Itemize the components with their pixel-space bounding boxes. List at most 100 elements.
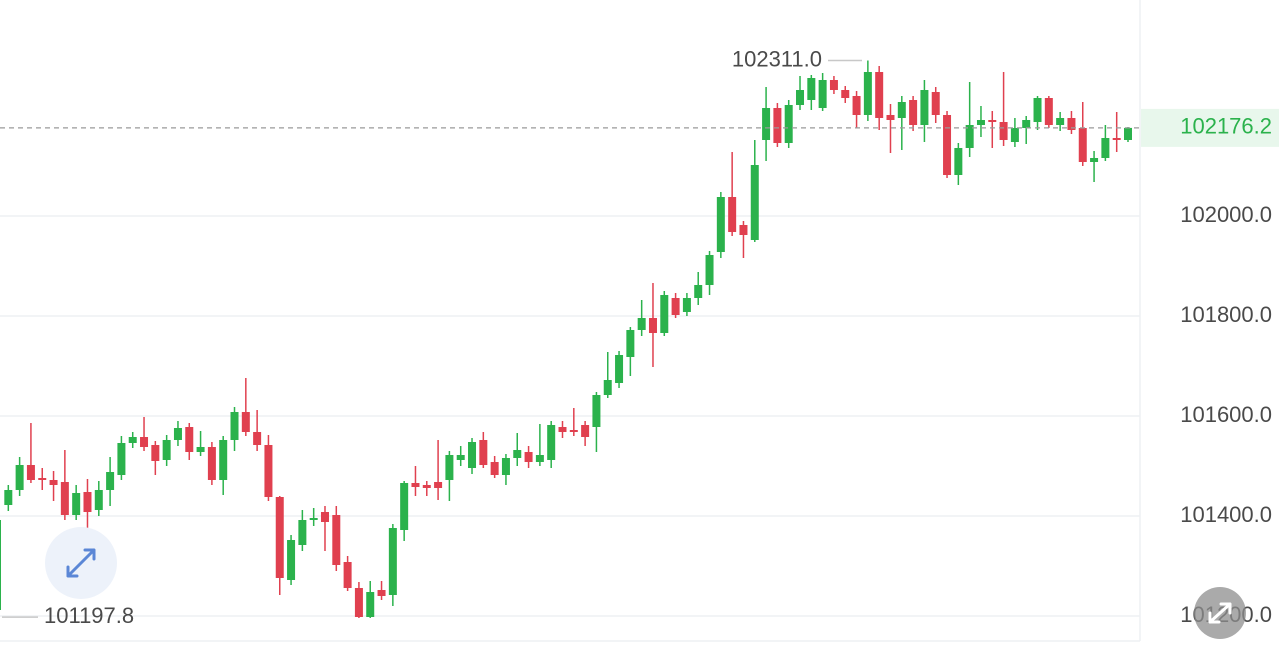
candle-body bbox=[1124, 127, 1132, 140]
candle-body bbox=[366, 592, 375, 617]
candle-body bbox=[671, 298, 680, 315]
candle-body bbox=[829, 80, 838, 90]
candle-body bbox=[682, 298, 691, 312]
candle-body bbox=[716, 197, 725, 252]
candle-body bbox=[140, 437, 149, 447]
candle-body bbox=[931, 92, 940, 115]
candle-body bbox=[241, 412, 250, 432]
candle-body bbox=[863, 72, 872, 115]
candle-body bbox=[1010, 128, 1019, 142]
candle-body bbox=[60, 482, 69, 515]
candle-body bbox=[920, 90, 929, 125]
y-tick-label: 101600.0 bbox=[1180, 402, 1272, 427]
candle-body bbox=[581, 425, 590, 437]
candle-body bbox=[897, 102, 906, 118]
scroll-button[interactable] bbox=[1194, 587, 1246, 639]
candle-body bbox=[796, 90, 805, 105]
last-price-badge bbox=[1141, 108, 1279, 147]
y-tick-label: 101800.0 bbox=[1180, 302, 1272, 327]
candle-body bbox=[1044, 98, 1053, 125]
candle-body bbox=[999, 122, 1008, 140]
candle-body bbox=[1112, 138, 1121, 140]
candle-body bbox=[196, 447, 205, 452]
candle-body bbox=[219, 440, 228, 480]
candle-body bbox=[807, 78, 816, 100]
candle-body bbox=[818, 80, 827, 108]
candle-body bbox=[513, 450, 522, 458]
candle-body bbox=[909, 100, 918, 125]
candle-body bbox=[852, 96, 861, 115]
min-label: 101197.8 bbox=[44, 603, 134, 628]
y-tick-label: 101400.0 bbox=[1180, 502, 1272, 527]
candle-body bbox=[490, 462, 499, 475]
candle-body bbox=[72, 493, 81, 515]
candle-body bbox=[253, 432, 262, 445]
candle-body bbox=[1090, 158, 1099, 162]
candle-body bbox=[38, 478, 47, 480]
candles bbox=[0, 60, 1132, 618]
last-price-label: 102176.2 bbox=[1180, 114, 1272, 139]
candle-body bbox=[275, 497, 284, 578]
candle-body bbox=[773, 108, 782, 143]
candle-body bbox=[49, 480, 58, 485]
candle-body bbox=[422, 485, 431, 488]
candle-body bbox=[128, 437, 137, 443]
expand-icon[interactable] bbox=[66, 548, 96, 578]
candle-body bbox=[445, 455, 454, 480]
candle-body bbox=[15, 465, 24, 490]
candle-body bbox=[524, 452, 533, 462]
candle-body bbox=[501, 458, 510, 475]
scroll-icon[interactable] bbox=[1208, 602, 1232, 624]
candle-body bbox=[4, 490, 13, 505]
candle-body bbox=[943, 115, 952, 175]
candle-body bbox=[479, 440, 488, 465]
candle-body bbox=[1078, 128, 1087, 162]
candle-body bbox=[400, 483, 409, 530]
candle-body bbox=[162, 440, 171, 460]
candle-body bbox=[83, 492, 92, 512]
candle-body bbox=[264, 445, 273, 497]
candle-body bbox=[388, 528, 397, 595]
candle-body bbox=[841, 90, 850, 98]
candle-body bbox=[739, 225, 748, 235]
candle-body bbox=[965, 125, 974, 148]
candle-body bbox=[1101, 138, 1110, 158]
candle-body bbox=[660, 295, 669, 333]
candle-body bbox=[434, 482, 443, 488]
candle-body bbox=[535, 455, 544, 462]
candle-body bbox=[988, 120, 997, 122]
candle-body bbox=[151, 445, 160, 461]
candle-body bbox=[1022, 120, 1031, 128]
candle-body bbox=[377, 590, 386, 596]
candle-body bbox=[320, 512, 329, 522]
candle-body bbox=[615, 355, 624, 383]
candle-body bbox=[106, 472, 115, 490]
candle-body bbox=[1056, 118, 1065, 125]
candle-body bbox=[569, 430, 578, 432]
max-label: 102311.0 bbox=[732, 46, 822, 71]
candle-body bbox=[603, 380, 612, 395]
candle-body bbox=[637, 318, 646, 330]
candle-body bbox=[976, 120, 985, 125]
candle-body bbox=[332, 515, 341, 565]
candle-body bbox=[558, 427, 567, 432]
candle-body bbox=[468, 442, 477, 468]
candle-body bbox=[309, 518, 318, 520]
candle-body bbox=[173, 428, 182, 440]
candle-body bbox=[547, 425, 556, 460]
candle-body bbox=[626, 330, 635, 357]
candle-body bbox=[648, 318, 657, 333]
candle-body bbox=[94, 490, 103, 510]
candle-body bbox=[207, 447, 216, 480]
candle-body bbox=[954, 148, 963, 175]
expand-button[interactable] bbox=[45, 527, 117, 599]
candle-body bbox=[0, 520, 1, 610]
candle-body bbox=[1033, 98, 1042, 122]
candle-body bbox=[728, 197, 737, 232]
candle-body bbox=[875, 72, 884, 118]
candle-body bbox=[1067, 118, 1076, 130]
candle-body bbox=[411, 483, 420, 487]
